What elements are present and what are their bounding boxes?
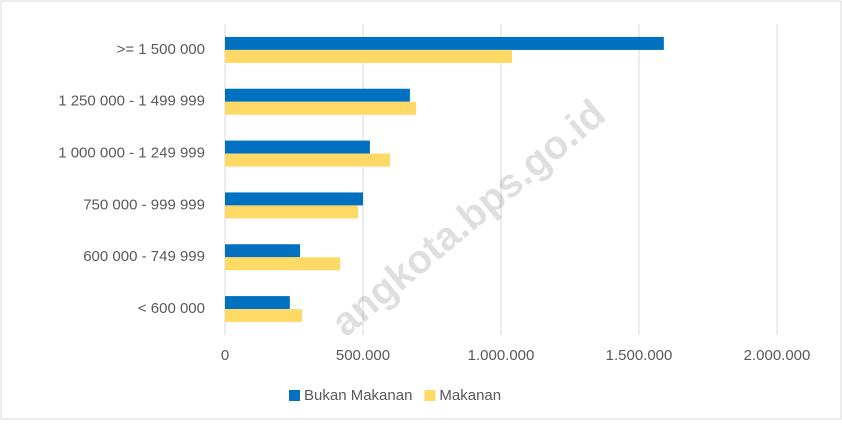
legend-swatch — [289, 390, 300, 401]
bar — [225, 101, 416, 115]
y-tick-label: 600 000 - 749 999 — [83, 248, 205, 265]
bar — [225, 244, 301, 258]
bar — [225, 205, 359, 219]
bar — [225, 309, 303, 323]
x-tick-label: 2.000.000 — [744, 347, 811, 364]
bar — [225, 49, 513, 63]
bar — [225, 36, 664, 50]
bar — [225, 257, 341, 271]
legend-label: Bukan Makanan — [304, 387, 412, 404]
y-tick-label: 1 000 000 - 1 249 999 — [58, 145, 205, 162]
y-tick-label: 750 000 - 999 999 — [83, 196, 205, 213]
legend-swatch — [424, 390, 436, 401]
x-tick-label: 0 — [221, 347, 229, 364]
bar — [225, 153, 391, 167]
bar — [225, 296, 290, 310]
x-tick-label: 1.500.000 — [606, 347, 673, 364]
y-tick-label: < 600 000 — [138, 300, 205, 317]
y-tick-label: >= 1 500 000 — [117, 41, 205, 58]
x-tick-label: 500.000 — [336, 347, 390, 364]
x-tick-label: 1.000.000 — [468, 347, 535, 364]
bar — [225, 192, 363, 206]
bar — [225, 140, 370, 154]
legend-label: Makanan — [439, 387, 501, 404]
bar — [225, 88, 410, 102]
y-tick-label: 1 250 000 - 1 499 999 — [58, 93, 205, 110]
